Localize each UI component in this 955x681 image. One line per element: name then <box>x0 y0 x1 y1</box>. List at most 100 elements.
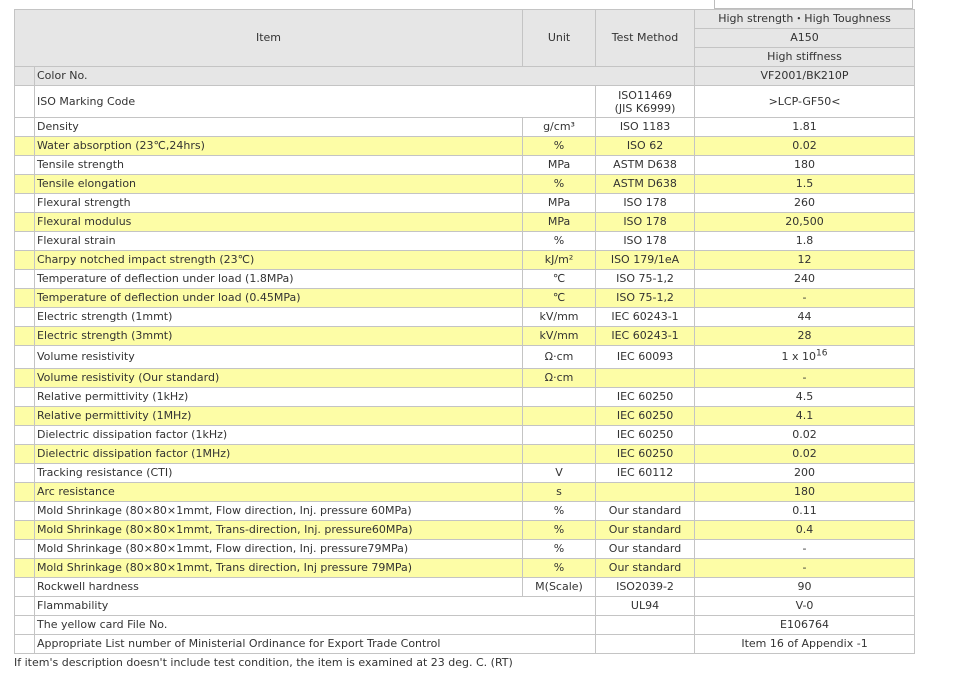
table-row: Mold Shrinkage (80×80×1mmt, Flow directi… <box>14 501 916 521</box>
row-marker <box>14 66 35 86</box>
row-unit: % <box>522 539 597 559</box>
row-method <box>595 482 696 502</box>
row-method: ISO 75-1,2 <box>595 288 696 308</box>
row-value: 0.02 <box>694 136 916 156</box>
row-value: >LCP-GF50< <box>694 85 916 118</box>
row-method: ISO 75-1,2 <box>595 269 696 289</box>
row-method: IEC 60112 <box>595 463 696 483</box>
table-row: Tensile strength MPa ASTM D638 180 <box>14 155 916 175</box>
row-method <box>595 615 696 635</box>
row-marker <box>14 307 35 327</box>
row-method: ISO 1183 <box>595 117 696 137</box>
row-label: Appropriate List number of Ministerial O… <box>33 634 597 654</box>
row-value: 12 <box>694 250 916 270</box>
row-marker <box>14 136 35 156</box>
row-method <box>595 634 696 654</box>
table-row: Mold Shrinkage (80×80×1mmt, Trans direct… <box>14 558 916 578</box>
row-label: Mold Shrinkage (80×80×1mmt, Trans-direct… <box>33 520 524 540</box>
row-label: Flexural strength <box>33 193 524 213</box>
row-label: Color No. <box>33 66 696 86</box>
row-label: Arc resistance <box>33 482 524 502</box>
table-row-iso-marking: ISO Marking Code ISO11469 (JIS K6999) >LC… <box>14 85 916 118</box>
row-label: Flammability <box>33 596 597 616</box>
row-marker <box>14 345 35 369</box>
row-method: ASTM D638 <box>595 174 696 194</box>
row-value: Item 16 of Appendix -1 <box>694 634 916 654</box>
row-value: - <box>694 288 916 308</box>
row-value: 1.8 <box>694 231 916 251</box>
row-marker <box>14 231 35 251</box>
row-marker <box>14 269 35 289</box>
row-label: Dielectric dissipation factor (1MHz) <box>33 444 524 464</box>
row-label: Rockwell hardness <box>33 577 524 597</box>
table-row: Water absorption (23℃,24hrs)% ISO 62 0.02 <box>14 136 916 156</box>
header-grade-line3: High stiffness <box>694 47 916 67</box>
row-unit: kV/mm <box>522 326 597 346</box>
row-unit <box>522 387 597 407</box>
row-marker <box>14 174 35 194</box>
row-method: IEC 60250 <box>595 387 696 407</box>
row-marker <box>14 155 35 175</box>
row-method-line1: ISO11469 <box>618 88 672 102</box>
table-row: Dielectric dissipation factor (1kHz) IEC … <box>14 425 916 445</box>
row-unit: % <box>522 520 597 540</box>
row-method: IEC 60250 <box>595 425 696 445</box>
row-unit: % <box>522 558 597 578</box>
row-marker <box>14 558 35 578</box>
properties-table: Item Unit Test Method High strength・High… <box>13 9 916 654</box>
row-method: ASTM D638 <box>595 155 696 175</box>
row-value: - <box>694 368 916 388</box>
row-unit: Ω·cm <box>522 345 597 369</box>
row-unit: % <box>522 231 597 251</box>
row-label: Mold Shrinkage (80×80×1mmt, Flow directi… <box>33 501 524 521</box>
table-row-volume-resistivity: Volume resistivity Ω·cm IEC 60093 1 x 1016 <box>14 345 916 369</box>
row-unit: MPa <box>522 155 597 175</box>
row-marker <box>14 250 35 270</box>
table-row: Temperature of deflection under load (1.… <box>14 269 916 289</box>
row-unit <box>522 444 597 464</box>
row-unit: g/cm³ <box>522 117 597 137</box>
row-value: 28 <box>694 326 916 346</box>
value-base: 1 x 10 <box>781 350 817 363</box>
row-unit: MPa <box>522 212 597 232</box>
header-test-method: Test Method <box>595 9 696 67</box>
row-marker <box>14 520 35 540</box>
row-marker <box>14 387 35 407</box>
table-body: Color No. VF2001/BK210P ISO Marking Code… <box>14 66 916 654</box>
row-value: - <box>694 558 916 578</box>
row-value: 0.4 <box>694 520 916 540</box>
row-label: Water absorption (23℃,24hrs) <box>33 136 524 156</box>
row-label: Relative permittivity (1kHz) <box>33 387 524 407</box>
row-method: IEC 60250 <box>595 444 696 464</box>
row-unit <box>522 406 597 426</box>
row-method: Our standard <box>595 539 696 559</box>
row-method: ISO 178 <box>595 231 696 251</box>
table-row: Flexural modulus MPa ISO 178 20,500 <box>14 212 916 232</box>
row-value: 240 <box>694 269 916 289</box>
row-method: ISO11469 (JIS K6999) <box>595 85 696 118</box>
header-grade-line1: High strength・High Toughness <box>694 9 916 29</box>
row-marker <box>14 634 35 654</box>
row-method: Our standard <box>595 558 696 578</box>
row-value: E106764 <box>694 615 916 635</box>
row-marker <box>14 406 35 426</box>
row-marker <box>14 463 35 483</box>
row-value: 4.5 <box>694 387 916 407</box>
row-marker <box>14 212 35 232</box>
row-marker <box>14 288 35 308</box>
row-label: Flexural modulus <box>33 212 524 232</box>
row-method: ISO 178 <box>595 212 696 232</box>
row-unit: kV/mm <box>522 307 597 327</box>
row-value: 1.81 <box>694 117 916 137</box>
row-label: Electric strength (3mmt) <box>33 326 524 346</box>
header-grade-line2: A150 <box>694 28 916 48</box>
row-value: 44 <box>694 307 916 327</box>
row-label: Dielectric dissipation factor (1kHz) <box>33 425 524 445</box>
row-method: IEC 60250 <box>595 406 696 426</box>
row-label: The yellow card File No. <box>33 615 597 635</box>
table-row: Flexural strain% ISO 178 1.8 <box>14 231 916 251</box>
row-marker <box>14 85 35 118</box>
row-label: Mold Shrinkage (80×80×1mmt, Trans direct… <box>33 558 524 578</box>
top-edge-box <box>714 0 913 9</box>
table-row: Charpy notched impact strength (23℃) kJ/m… <box>14 250 916 270</box>
